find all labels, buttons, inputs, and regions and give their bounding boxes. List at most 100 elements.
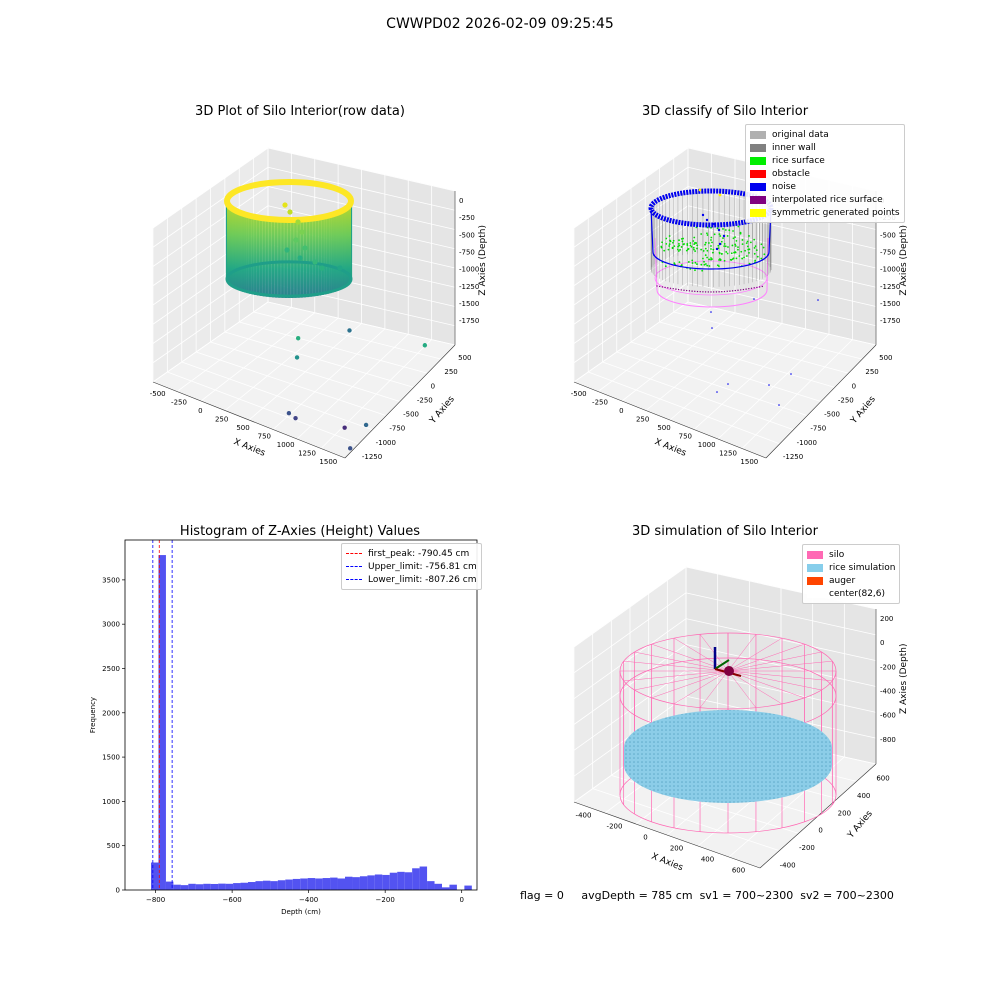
grid-line: [152, 166, 269, 248]
legend-label: interpolated rice surface: [772, 194, 883, 205]
histogram-bar: [173, 884, 181, 890]
raw-outlier-point: [363, 422, 369, 428]
interpolated-surface-ring: [654, 260, 768, 296]
rice-surface-point: [739, 232, 742, 235]
rice-surface-point: [693, 248, 695, 251]
grid-line: [152, 282, 269, 364]
silo-top-spoke: [727, 637, 783, 672]
rice-surface-point: [706, 232, 708, 235]
grid-line: [152, 186, 269, 267]
x-tick-label: −600: [223, 896, 242, 904]
x-axis-line: [573, 801, 761, 869]
legend-entry: Lower_limit: -807.26 cm: [346, 573, 477, 586]
grid-line: [687, 263, 877, 307]
rice-surface-point: [683, 243, 686, 245]
grid-line: [685, 644, 877, 687]
raw-outlier-point: [286, 411, 292, 416]
noise-point: [701, 213, 705, 217]
symmetric-point: [718, 193, 722, 197]
rice-surface-point: [734, 245, 737, 247]
noise-outlier-point: [727, 383, 729, 385]
x-tick-label: -250: [592, 399, 608, 407]
z-tick-label: -1000: [459, 266, 479, 274]
noise-outlier-point: [753, 298, 755, 300]
x-tick-label: 750: [258, 432, 271, 440]
y-tick-label: 250: [444, 368, 457, 376]
rice-surface-point: [710, 236, 713, 239]
y-tick-label: -500: [824, 411, 840, 419]
rice-surface-point: [665, 237, 668, 240]
grid-line: [167, 371, 359, 445]
legend-swatch: [750, 169, 766, 178]
grid-line: [573, 263, 689, 344]
z-tick-label: -1750: [880, 317, 900, 325]
grid-line: [573, 243, 689, 325]
rice-surface-point: [689, 244, 692, 247]
rice-surface-point: [760, 257, 763, 260]
legend-label: symmetric generated points: [772, 207, 900, 218]
rice-surface-point: [681, 240, 684, 243]
histogram-bar: [240, 882, 249, 890]
rice-surface-point: [753, 238, 756, 241]
interpolated-point: [702, 291, 704, 293]
rice-surface-point: [704, 243, 706, 246]
histogram-bar: [419, 866, 428, 890]
y-axis-line: [765, 344, 877, 459]
interpolated-point: [661, 286, 664, 288]
rice-surface-point: [760, 243, 763, 246]
y-tick-label: 3000: [102, 621, 120, 629]
grid-line: [210, 341, 401, 402]
histogram-bar: [322, 878, 331, 890]
y-tick-label: -1000: [797, 439, 817, 447]
rice-surface-point: [727, 246, 729, 248]
rice-surface-point: [704, 254, 707, 257]
rice-surface-point: [672, 241, 674, 244]
z-tick-label: -750: [459, 248, 475, 256]
rice-surface-point: [686, 248, 689, 251]
legend-entry: obstacle: [750, 167, 900, 180]
y-tick-label: 2500: [102, 665, 120, 673]
interpolated-point: [731, 290, 734, 292]
histogram-axes: −800 −600 −400 −200 0 0 500 1000 1500 2000 2500 300…: [89, 539, 478, 916]
grid-line: [685, 592, 877, 636]
rice-surface-point: [726, 235, 729, 237]
rice-surface-point: [746, 240, 749, 243]
rice-surface-point: [719, 235, 722, 237]
raw-outlier-point: [347, 446, 353, 451]
rice-surface-point: [673, 245, 676, 248]
histogram-bar: [367, 875, 375, 890]
rice-surface-point: [692, 246, 695, 249]
rice-surface-point: [710, 239, 712, 241]
rice-surface-point: [700, 248, 703, 251]
rice-surface-point: [690, 245, 693, 248]
interpolated-point: [726, 290, 728, 293]
rice-surface-point: [704, 263, 707, 265]
legend-label: rice simulation: [829, 562, 896, 573]
interpolated-point: [683, 289, 685, 291]
silo-top-spoke: [727, 634, 757, 672]
noise-outlier-point: [778, 404, 780, 406]
rice-surface-point: [710, 257, 712, 259]
y-tick-label: 500: [458, 354, 471, 362]
grid-line: [152, 147, 269, 229]
grid-line: [267, 147, 456, 192]
rice-surface-point: [706, 264, 709, 267]
rice-surface-point: [710, 248, 712, 250]
y-tick-label: 1000: [102, 798, 120, 806]
rice-surface-point: [689, 242, 692, 244]
y-tick-label: -1250: [783, 453, 803, 461]
sv1-status: sv1 = 700~2300: [699, 889, 794, 902]
rice-surface-point: [691, 262, 694, 264]
x-tick-label: 500: [236, 424, 249, 432]
histogram-bar: [397, 871, 405, 890]
rice-surface-point: [671, 246, 674, 249]
legend-label: Upper_limit: -756.81 cm: [368, 561, 477, 572]
interpolated-point: [680, 289, 682, 291]
grid-line: [267, 205, 456, 250]
rice-surface-point: [722, 228, 724, 230]
grid-line: [152, 301, 269, 383]
interpolated-point: [688, 290, 691, 292]
rice-surface-point: [710, 258, 712, 261]
raw-top-rim: [224, 179, 354, 223]
legend-swatch: [807, 589, 823, 598]
